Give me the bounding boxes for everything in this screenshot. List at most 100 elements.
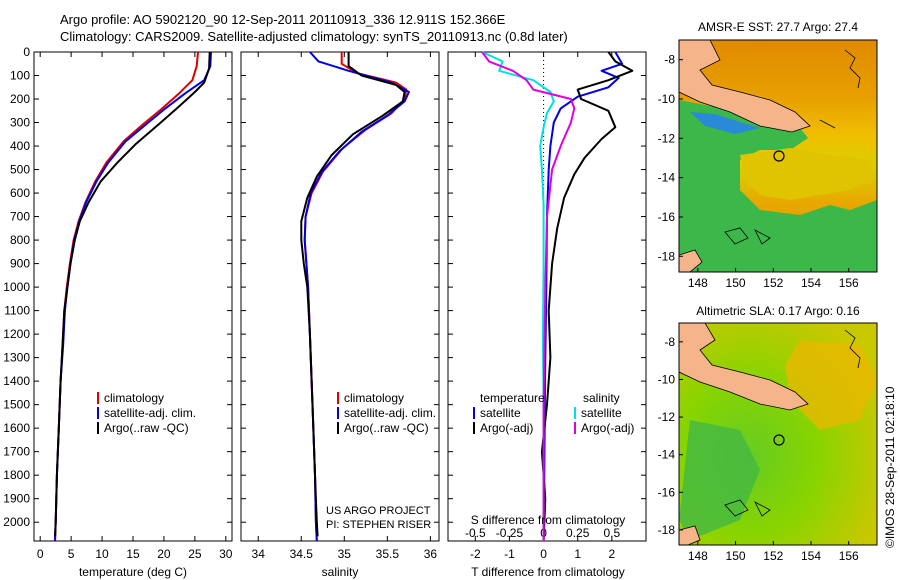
legend-label-sat: satellite-adj. clim.: [104, 406, 196, 420]
title-line-1: Argo profile: AO 5902120_90 12-Sep-2011 …: [60, 12, 506, 27]
difference-xlabel: T difference from climatology: [471, 565, 625, 579]
secondary-x-tick-label: -0.25: [496, 526, 524, 540]
x-tick-label: 35.5: [376, 547, 400, 561]
y-tick-label: 0: [23, 45, 30, 59]
y-tick-label: 1600: [3, 421, 30, 435]
y-tick-label: 2000: [3, 515, 30, 529]
salinity-legend: climatology satellite-adj. clim. Argo(..…: [337, 391, 436, 435]
temperature-xlabel: temperature (deg C): [79, 565, 187, 579]
y-tick-label: 1400: [3, 374, 30, 388]
secondary-x-tick-label: 0.25: [566, 526, 590, 540]
x-tick-label: -2: [470, 547, 481, 561]
y-tick-label: 800: [10, 233, 30, 247]
y-tick-label: 1200: [3, 327, 30, 341]
map-x-tick-label: 152: [763, 549, 783, 563]
argo-location-marker: [773, 434, 785, 446]
legend-temperature-header: temperature: [480, 391, 545, 405]
y-tick-label: 1000: [3, 280, 30, 294]
argo-location-marker: [773, 150, 785, 162]
y-tick-label: 200: [10, 92, 30, 106]
map-x-tick-label: 154: [801, 276, 821, 290]
sla-low-patch: [679, 420, 760, 540]
legend-label-sat: satellite-adj. clim.: [344, 406, 436, 420]
legend-label-t-argo: Argo(-adj): [480, 421, 533, 435]
difference-secondary-xlabel: S difference from climatology: [471, 513, 626, 527]
legend-label-clim: climatology: [104, 391, 164, 405]
sst-cool-water: [679, 100, 877, 272]
legend-salinity-header: salinity: [583, 391, 620, 405]
map-y-tick-label: -16: [658, 210, 676, 224]
temperature-legend: climatology satellite-adj. clim. Argo(..…: [97, 391, 196, 435]
map-x-tick-label: 156: [839, 549, 859, 563]
secondary-x-tick-label: -0.5: [465, 526, 486, 540]
sst-map-frame: [678, 39, 878, 273]
sla-map: [679, 323, 877, 545]
sla-high-patch: [785, 340, 877, 430]
sst-map: [679, 40, 877, 272]
x-tick-label: 0: [37, 547, 44, 561]
map-x-tick-label: 156: [839, 276, 859, 290]
y-tick-label: 100: [10, 69, 30, 83]
islands-outline: [724, 329, 861, 517]
y-tick-label: 1300: [3, 351, 30, 365]
map-ticks: 148 150 152 154 156 -8 -10 -12 -14 -16 -18 148 150 15…: [658, 53, 859, 563]
y-tick-label: 1100: [4, 304, 30, 318]
map-y-tick-label: -12: [658, 410, 676, 424]
x-tick-label: -1: [504, 547, 515, 561]
land-australia: [679, 249, 703, 272]
legend-label-s-sat: satellite: [581, 406, 622, 420]
series-line-argo-raw-qc-: [54, 51, 211, 537]
sst-warm-patch: [740, 148, 877, 200]
temperature-panel-frame: [33, 51, 233, 542]
series-line-climatology: [303, 52, 408, 542]
map-x-tick-label: 148: [688, 276, 708, 290]
y-tick-label: 900: [10, 257, 30, 271]
temperature-plot: 0 5 10 15 20 25 300100200300400500600700800900…: [3, 45, 233, 561]
x-tick-label: 36: [424, 547, 438, 561]
map-y-tick-label: -10: [658, 92, 676, 106]
map-y-tick-label: -10: [658, 372, 676, 386]
y-tick-label: 300: [10, 116, 30, 130]
map-y-tick-label: -14: [658, 171, 676, 185]
x-tick-label: 20: [157, 547, 171, 561]
x-tick-label: 35: [338, 547, 352, 561]
x-tick-label: 1: [574, 547, 581, 561]
y-tick-label: 1900: [3, 492, 30, 506]
series-line-s-argo-adj-: [481, 51, 576, 541]
imos-credit: ©IMOS 28-Sep-2011 02:18:10: [883, 386, 897, 548]
map-y-tick-label: -8: [664, 335, 675, 349]
salinity-xlabel: salinity: [322, 565, 359, 579]
legend-label-argo: Argo(..raw -QC): [104, 421, 189, 435]
difference-legend: temperature satellite Argo(-adj) salinit…: [473, 391, 634, 435]
y-tick-label: 1800: [3, 468, 30, 482]
x-tick-label: 2: [609, 547, 616, 561]
y-tick-label: 400: [10, 139, 30, 153]
series-line-t-satellite: [542, 51, 624, 542]
map-x-tick-label: 150: [726, 549, 746, 563]
project-annotation: US ARGO PROJECT: [326, 505, 431, 517]
x-tick-label: 15: [126, 547, 140, 561]
land-papua: [679, 40, 811, 133]
map-x-tick-label: 154: [801, 549, 821, 563]
y-tick-label: 700: [10, 210, 30, 224]
x-tick-label: 0: [540, 547, 547, 561]
map-x-tick-label: 148: [688, 549, 708, 563]
map-x-tick-label: 150: [726, 276, 746, 290]
map-x-tick-label: 152: [763, 276, 783, 290]
legend-label-clim: climatology: [344, 391, 404, 405]
map-y-tick-label: -16: [658, 485, 676, 499]
x-tick-label: 25: [188, 547, 202, 561]
map-y-tick-label: -8: [664, 53, 675, 67]
map-y-tick-label: -14: [658, 448, 676, 462]
sst-cold-patch: [690, 112, 760, 134]
salinity-plot: 34 34.5 35 35.5 36: [241, 51, 439, 561]
salinity-panel-frame: [240, 51, 440, 542]
sst-map-title: AMSR-E SST: 27.7 Argo: 27.4: [698, 20, 858, 34]
sla-map-title: Altimetric SLA: 0.17 Argo: 0.16: [696, 304, 860, 318]
series-line-t-argo-adj-: [540, 51, 634, 542]
title-line-2: Climatology: CARS2009. Satellite-adjuste…: [60, 29, 568, 44]
series-line-climatology: [54, 51, 199, 542]
secondary-x-tick-label: 0.5: [604, 526, 621, 540]
